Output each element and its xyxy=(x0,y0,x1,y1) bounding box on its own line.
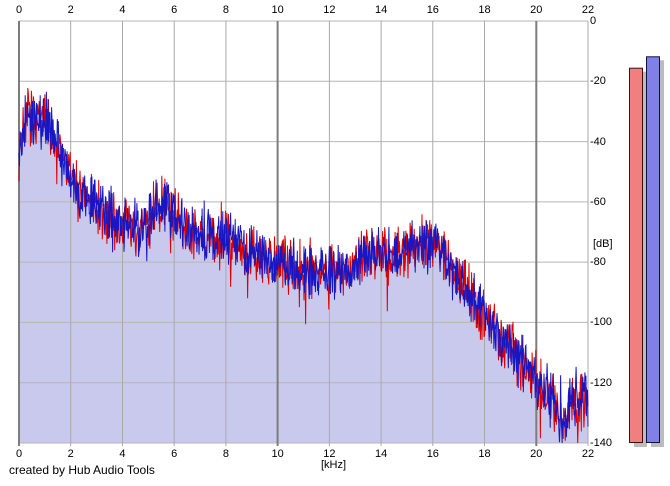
x-tick-label-top: 12 xyxy=(323,4,336,16)
x-tick-label-top: 0 xyxy=(15,4,23,16)
y-tick-label: -140 xyxy=(590,437,613,449)
spectrum-area-fill xyxy=(19,91,588,443)
y-tick-label: -20 xyxy=(590,75,606,88)
x-tick-label-bottom: 16 xyxy=(426,448,439,460)
right-channel-trace xyxy=(18,91,589,444)
y-tick-label: -100 xyxy=(590,316,613,329)
x-tick-label-bottom: 8 xyxy=(222,448,229,460)
y-tick-label: -80 xyxy=(590,256,606,269)
y-tick-label: -40 xyxy=(590,135,606,148)
x-tick-label-top: 14 xyxy=(374,4,388,16)
x-tick-label-top: 22 xyxy=(581,4,595,16)
y-tick-label: -60 xyxy=(590,195,606,208)
y-tick-label: -120 xyxy=(590,376,613,389)
right-level-meter xyxy=(646,56,660,444)
x-tick-label-bottom: 4 xyxy=(119,448,126,460)
x-tick-label-bottom: 2 xyxy=(67,448,74,460)
x-tick-label-bottom: 12 xyxy=(323,448,336,460)
left-level-meter xyxy=(629,67,643,443)
x-tick-label-top: 18 xyxy=(478,4,491,16)
x-tick-label-bottom: 6 xyxy=(171,448,178,460)
x-tick-label-top: 16 xyxy=(426,4,439,16)
x-tick-label-bottom: 18 xyxy=(478,448,491,460)
x-tick-label-bottom: 20 xyxy=(530,448,543,460)
x-tick-label-top: 4 xyxy=(119,4,126,16)
x-axis-unit-label: [kHz] xyxy=(321,459,347,471)
x-tick-label-bottom: 0 xyxy=(15,448,23,460)
y-tick-label: 0 xyxy=(590,15,597,27)
x-tick-label-bottom: 14 xyxy=(374,448,388,460)
x-tick-label-top: 10 xyxy=(271,4,284,16)
x-tick-label-top: 2 xyxy=(67,4,74,16)
credit-text: created by Hub Audio Tools xyxy=(9,463,155,477)
x-tick-label-top: 6 xyxy=(171,4,178,16)
x-tick-label-bottom: 10 xyxy=(271,448,284,460)
x-tick-label-bottom: 22 xyxy=(581,448,595,460)
y-axis-unit-label: [dB] xyxy=(593,238,613,250)
x-tick-label-top: 8 xyxy=(222,4,229,16)
x-tick-label-top: 20 xyxy=(530,4,543,16)
